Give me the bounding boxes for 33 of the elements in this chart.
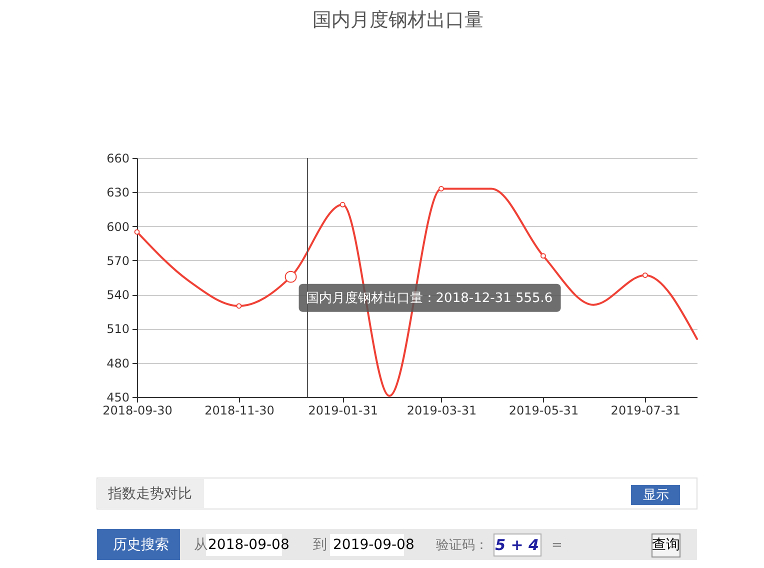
y-tick-label: 540 [106,288,130,302]
point [236,303,242,309]
point [642,272,648,278]
y-tick-label: 570 [106,254,130,268]
text: = [552,538,562,553]
point [340,202,346,208]
y-tick-label: 510 [106,322,130,336]
point [540,253,546,259]
text: 历史搜索 [113,537,169,553]
text: 显示 [643,488,669,503]
annotation: 国内月度钢材出口量：2018-12-31 555.6 [306,290,553,306]
text: 指数走势对比 [107,486,192,502]
text: 2019-09-08 [333,537,414,553]
chart-title: 国内月度钢材出口量 [312,9,484,31]
x-tick-label: 2018-09-30 [102,404,172,418]
text: 从 [194,537,208,553]
y-tick-label: 630 [106,186,130,200]
point [438,186,444,192]
y-tick-label: 450 [106,390,130,404]
point [134,229,140,235]
x-tick-label: 2019-01-31 [308,404,378,418]
y-tick-label: 660 [106,152,130,166]
x-tick-label: 2018-11-30 [204,404,274,418]
x-tick-label: 2019-05-31 [508,404,579,418]
text: 5 + 4 [495,536,539,554]
text: 查询 [652,537,680,553]
text: 验证码： [436,538,488,553]
text: 到 [313,537,327,553]
x-tick-label: 2019-03-31 [406,404,477,418]
y-tick-label: 600 [106,220,130,234]
x-tick-label: 2019-07-31 [610,404,681,418]
text: 2018-09-08 [208,537,290,553]
y-tick-label: 480 [106,356,130,370]
